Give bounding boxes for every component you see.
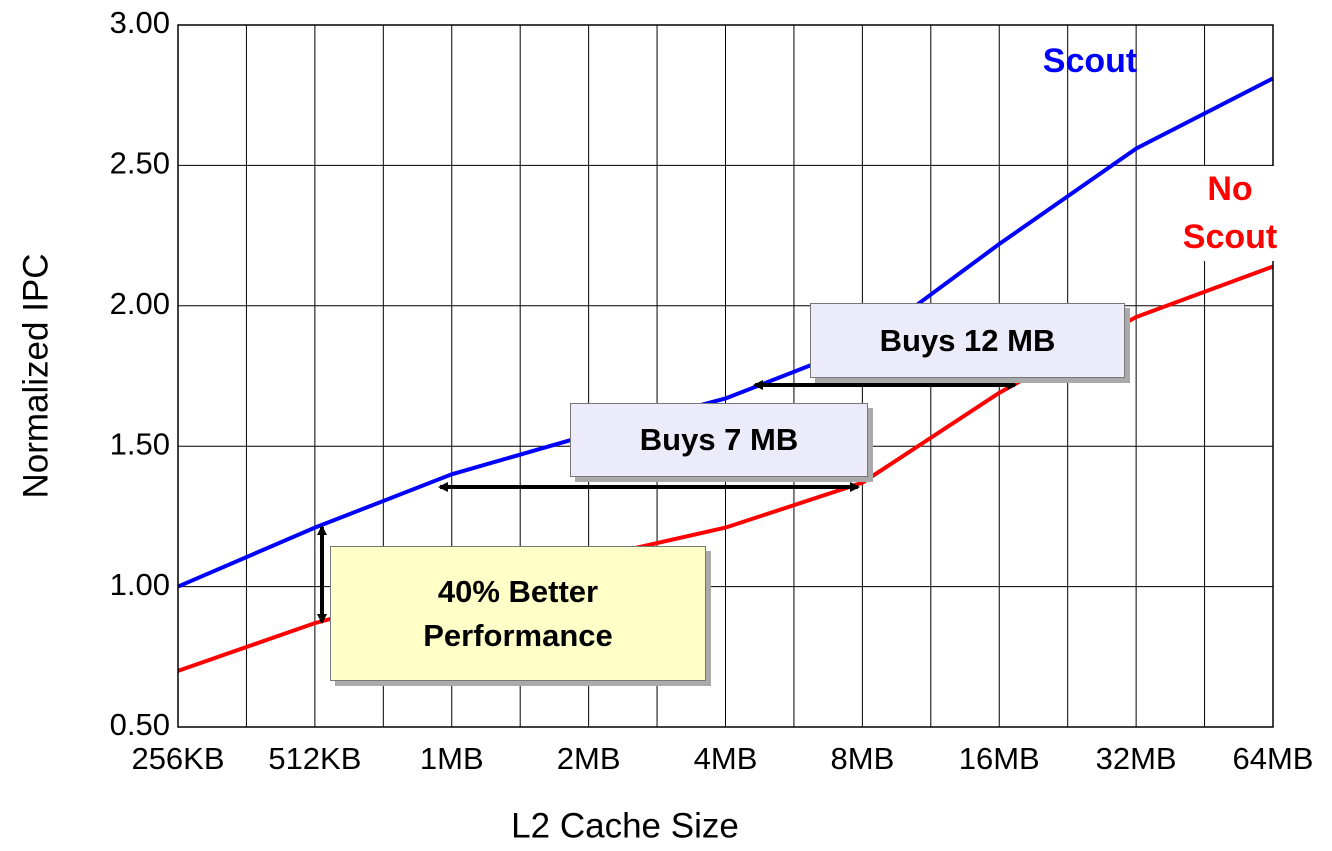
y-tick-label: 1.50 [110,426,170,461]
y-tick-label: 2.00 [110,286,170,321]
y-tick-label: 1.00 [110,567,170,602]
x-axis-title: L2 Cache Size [511,806,739,845]
y-tick-label: 3.00 [110,5,170,40]
series-label: No Scout [1165,166,1295,262]
plot-frame [177,24,1274,728]
x-tick-label: 2MB [557,741,621,776]
y-axis-title: Normalized IPC [16,253,55,498]
y-tick-label: 2.50 [110,146,170,181]
x-tick-label: 16MB [959,741,1040,776]
annotation: 40% Better Performance [330,546,706,681]
x-tick-label: 512KB [268,741,361,776]
series-line [177,76,1274,589]
x-tick-label: 8MB [831,741,895,776]
x-tick-label: 64MB [1233,741,1314,776]
annotation: Buys 12 MB [810,303,1125,378]
plot: 0.50 1.00 1.50 2.00 2.50 3.00 256KB 512KB 1MB 2MB… [110,5,1314,776]
x-tick-label: 4MB [694,741,758,776]
y-tick-label: 0.50 [110,707,170,742]
series-label: Scout [1042,42,1138,80]
x-tick-label: 1MB [420,741,484,776]
annotation: Buys 7 MB [570,403,868,477]
x-tick-label: 256KB [131,741,224,776]
x-tick-label: 32MB [1096,741,1177,776]
